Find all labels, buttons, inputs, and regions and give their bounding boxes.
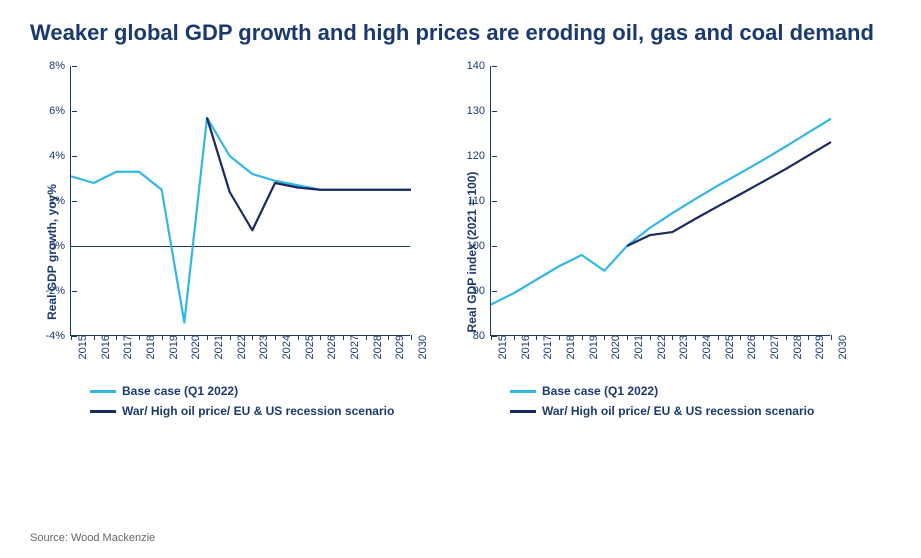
legend-label-base: Base case (Q1 2022) [122, 384, 238, 398]
series-war [207, 118, 411, 231]
y-tick: 100 [467, 240, 491, 252]
legend-swatch-war [90, 410, 116, 413]
y-tick: -4% [45, 330, 71, 342]
series-base [491, 119, 831, 305]
y-tick: 130 [467, 105, 491, 117]
legend-swatch-war [510, 410, 536, 413]
x-tick: 2017 [536, 335, 554, 359]
x-tick: 2021 [627, 335, 645, 359]
y-tick: 8% [49, 60, 71, 72]
y-tick: 0% [49, 240, 71, 252]
y-tick: 90 [473, 285, 491, 297]
x-tick: 2026 [740, 335, 758, 359]
series-war [627, 142, 831, 246]
chart-gdp-growth: Real GDP growth, yoy% -4%-2%0%2%4%6%8%20… [70, 66, 410, 424]
x-tick: 2027 [343, 335, 361, 359]
x-tick: 2017 [116, 335, 134, 359]
source-attribution: Source: Wood Mackenzie [30, 532, 155, 544]
y-tick: 120 [467, 150, 491, 162]
chart-gdp-index: Real GDP index (2021 = 100) 809010011012… [490, 66, 830, 424]
x-tick: 2019 [582, 335, 600, 359]
legend-item-war: War/ High oil price/ EU & US recession s… [510, 404, 830, 418]
x-tick: 2030 [411, 335, 429, 359]
x-tick: 2016 [94, 335, 112, 359]
y-tick: 2% [49, 195, 71, 207]
x-tick: 2028 [786, 335, 804, 359]
legend-right: Base case (Q1 2022) War/ High oil price/… [510, 384, 830, 418]
x-tick: 2030 [831, 335, 849, 359]
y-tick: 140 [467, 60, 491, 72]
x-tick: 2023 [672, 335, 690, 359]
x-tick: 2029 [808, 335, 826, 359]
x-tick: 2023 [252, 335, 270, 359]
y-tick: 4% [49, 150, 71, 162]
x-tick: 2020 [184, 335, 202, 359]
legend-item-base: Base case (Q1 2022) [90, 384, 410, 398]
x-tick: 2029 [388, 335, 406, 359]
legend-label-war: War/ High oil price/ EU & US recession s… [122, 404, 394, 418]
legend-item-war: War/ High oil price/ EU & US recession s… [90, 404, 410, 418]
y-tick: -2% [45, 285, 71, 297]
x-tick: 2026 [320, 335, 338, 359]
x-tick: 2024 [275, 335, 293, 359]
legend-swatch-base [510, 390, 536, 393]
x-tick: 2025 [298, 335, 316, 359]
x-tick: 2015 [491, 335, 509, 359]
y-tick: 80 [473, 330, 491, 342]
x-tick: 2016 [514, 335, 532, 359]
legend-left: Base case (Q1 2022) War/ High oil price/… [90, 384, 410, 418]
x-tick: 2018 [139, 335, 157, 359]
plot-area-right: 8090100110120130140201520162017201820192… [490, 66, 830, 336]
x-tick: 2028 [366, 335, 384, 359]
x-tick: 2021 [207, 335, 225, 359]
x-tick: 2022 [230, 335, 248, 359]
legend-label-base: Base case (Q1 2022) [542, 384, 658, 398]
series-base [71, 118, 411, 323]
y-tick: 110 [467, 195, 491, 207]
x-tick: 2015 [71, 335, 89, 359]
chart-title: Weaker global GDP growth and high prices… [30, 20, 891, 46]
legend-item-base: Base case (Q1 2022) [510, 384, 830, 398]
x-tick: 2022 [650, 335, 668, 359]
legend-label-war: War/ High oil price/ EU & US recession s… [542, 404, 814, 418]
x-tick: 2020 [604, 335, 622, 359]
x-tick: 2027 [763, 335, 781, 359]
legend-swatch-base [90, 390, 116, 393]
charts-container: Real GDP growth, yoy% -4%-2%0%2%4%6%8%20… [30, 66, 891, 424]
x-tick: 2019 [162, 335, 180, 359]
x-tick: 2024 [695, 335, 713, 359]
plot-area-left: -4%-2%0%2%4%6%8%201520162017201820192020… [70, 66, 410, 336]
x-tick: 2018 [559, 335, 577, 359]
y-tick: 6% [49, 105, 71, 117]
x-tick: 2025 [718, 335, 736, 359]
